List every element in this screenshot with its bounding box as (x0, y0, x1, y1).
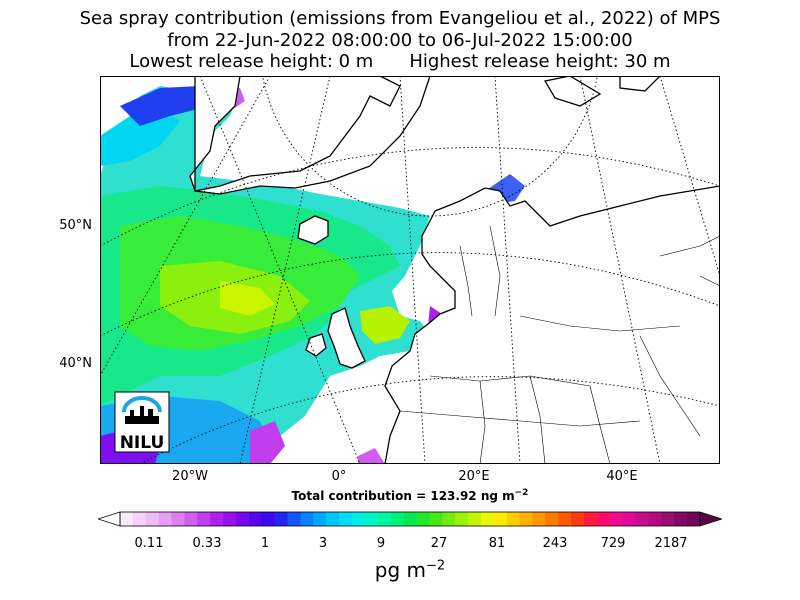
colorbar-segment (210, 512, 224, 526)
total-contribution: Total contribution = 123.92 ng m−2 (0, 488, 800, 503)
emission-map: NILU (100, 76, 720, 464)
total-contribution-text: Total contribution = 123.92 ng m (291, 489, 515, 503)
colorbar-segment (248, 512, 263, 526)
colorbar-segment (622, 512, 637, 526)
colorbar-segment (313, 512, 327, 526)
colorbar-frame (119, 511, 701, 527)
colorbar-segment (403, 512, 417, 526)
colorbar-segment (596, 512, 611, 526)
colorbar-unit: pg m−2 (0, 558, 800, 582)
colorbar-segment (261, 512, 276, 526)
colorbar-segment (390, 512, 405, 526)
colorbar-unit-text: pg m (374, 558, 427, 582)
lon-label-40e: 40°E (606, 469, 638, 484)
colorbar-segment (364, 512, 379, 526)
colorbar-over-extension (699, 511, 722, 527)
colorbar-tick-label: 2187 (654, 536, 688, 551)
colorbar-segment (609, 512, 624, 526)
map-title-line1: Sea spray contribution (emissions from E… (79, 8, 721, 29)
colorbar-segment (326, 512, 340, 526)
colorbar-segment (171, 512, 185, 526)
colorbar-segment (687, 512, 701, 526)
colorbar-tick-label: 3 (318, 536, 328, 551)
colorbar-segment (352, 512, 366, 526)
graticule (100, 76, 720, 464)
country-borders (399, 225, 720, 464)
colorbar-segment (158, 512, 173, 526)
map-frame (100, 76, 720, 464)
highest-release-height: Highest release height: 30 m (409, 51, 671, 72)
colorbar-segment (635, 512, 649, 526)
lon-label-20w: 20°W (172, 469, 208, 484)
colorbar-segment (468, 512, 482, 526)
colorbar-segment (571, 512, 585, 526)
colorbar-segment (545, 512, 559, 526)
colorbar-segment (287, 512, 301, 526)
colorbar-segment (197, 512, 211, 526)
map-title-time-range: from 22-Jun-2022 08:00:00 to 06-Jul-2022… (167, 30, 633, 51)
nilu-logo: NILU (114, 391, 170, 453)
colorbar-segment (519, 512, 533, 526)
colorbar-tick-label: 0.11 (134, 536, 164, 551)
colorbar-segment (145, 512, 160, 526)
colorbar-segment (339, 512, 353, 526)
colorbar-segment (674, 512, 688, 526)
colorbar-segment (480, 512, 495, 526)
colorbar-segment (429, 512, 443, 526)
lon-label-0: 0° (331, 469, 347, 484)
colorbar-segment (493, 512, 508, 526)
colorbar-segment (648, 512, 662, 526)
map-title-release-heights: Lowest release height: 0 m Highest releas… (0, 51, 800, 72)
colorbar-segment (236, 512, 250, 526)
colorbar-tick-label: 1 (260, 536, 270, 551)
logo-text: NILU (120, 433, 165, 453)
colorbar-tick-label: 81 (488, 536, 506, 551)
lat-label-50n: 50°N (59, 218, 92, 233)
colorbar-segment (442, 512, 456, 526)
colorbar-segment (132, 512, 147, 526)
colorbar-unit-exponent: −2 (426, 558, 446, 574)
colorbar-segment (184, 512, 198, 526)
colorbar-segment (274, 512, 289, 526)
lon-label-20e: 20°E (458, 469, 490, 484)
colorbar-segment (377, 512, 392, 526)
colorbar-segment (558, 512, 572, 526)
colorbar-tick-label: 243 (542, 536, 568, 551)
colorbar-segment (506, 512, 521, 526)
lat-label-40n: 40°N (59, 356, 92, 371)
colorbar-segment (532, 512, 546, 526)
total-contribution-exponent: −2 (514, 488, 529, 498)
colorbar-tick-label: 729 (600, 536, 626, 551)
coastlines (189, 76, 720, 464)
lowest-release-height: Lowest release height: 0 m (129, 51, 374, 72)
colorbar-segment (584, 512, 598, 526)
colorbar (98, 511, 722, 527)
colorbar-under-extension (98, 511, 121, 527)
colorbar-segment (416, 512, 430, 526)
colorbar-segment (120, 512, 134, 526)
colorbar-segment (661, 512, 675, 526)
colorbar-segment (455, 512, 469, 526)
colorbar-tick-label: 27 (430, 536, 448, 551)
colorbar-tick-label: 9 (376, 536, 386, 551)
colorbar-segment (300, 512, 314, 526)
colorbar-segment (223, 512, 237, 526)
colorbar-tick-label: 0.33 (192, 536, 222, 551)
